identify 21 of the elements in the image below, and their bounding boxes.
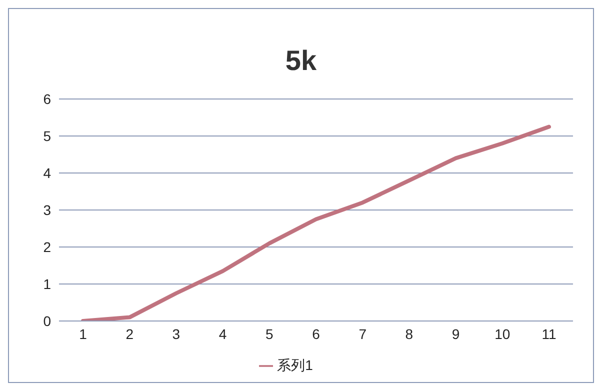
legend-label: 系列1 <box>277 357 313 373</box>
x-tick-label: 1 <box>79 326 88 342</box>
chart-title: 5k <box>284 45 318 78</box>
x-tick-label: 2 <box>126 326 134 342</box>
y-tick-label: 0 <box>43 312 52 329</box>
x-tick-label: 3 <box>172 326 180 342</box>
x-tick-label: 10 <box>494 326 510 342</box>
x-tick-label: 6 <box>312 326 320 342</box>
y-tick-label: 2 <box>43 238 52 255</box>
x-tick-label: 7 <box>358 326 367 342</box>
x-tick-label: 5 <box>266 326 274 342</box>
x-tick-label: 4 <box>218 326 227 342</box>
y-tick-label: 4 <box>43 164 52 181</box>
line-series <box>81 124 551 321</box>
y-tick-label: 3 <box>43 202 52 218</box>
x-tick-label: 8 <box>405 326 414 342</box>
x-tick-label: 11 <box>542 326 556 342</box>
y-tick-label: 5 <box>43 128 52 144</box>
y-tick-label: 6 <box>43 90 52 107</box>
x-tick-label: 9 <box>452 326 460 342</box>
y-tick-label: 1 <box>43 276 52 292</box>
